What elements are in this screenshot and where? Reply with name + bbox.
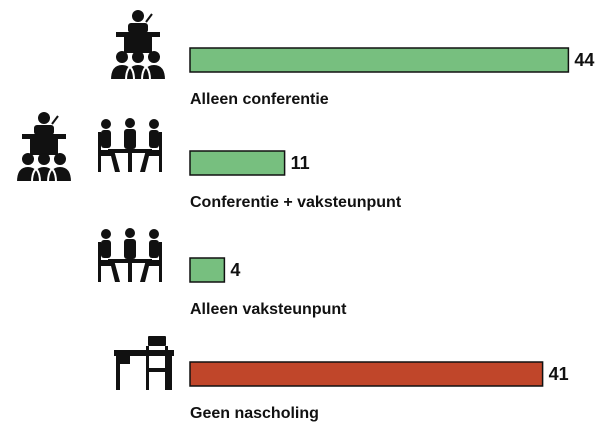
category-label: Conferentie + vaksteunpunt: [190, 194, 402, 211]
bar: [189, 257, 226, 283]
value-label: 11: [291, 153, 310, 173]
value-label: 44: [574, 50, 594, 70]
icon-desk: [114, 336, 174, 390]
category-label: Geen nascholing: [190, 405, 319, 422]
value-label: 41: [549, 364, 569, 384]
bar: [189, 47, 570, 73]
category-label: Alleen vaksteunpunt: [190, 301, 347, 318]
icons: [15, 9, 174, 390]
icon-meeting: [98, 228, 162, 282]
icon-conference: [15, 111, 73, 183]
bar: [189, 150, 286, 176]
icon-meeting: [98, 118, 162, 172]
icon-conference: [109, 9, 167, 81]
bar: [189, 361, 544, 387]
category-label: Alleen conferentie: [190, 91, 329, 108]
value-label: 4: [230, 260, 240, 280]
